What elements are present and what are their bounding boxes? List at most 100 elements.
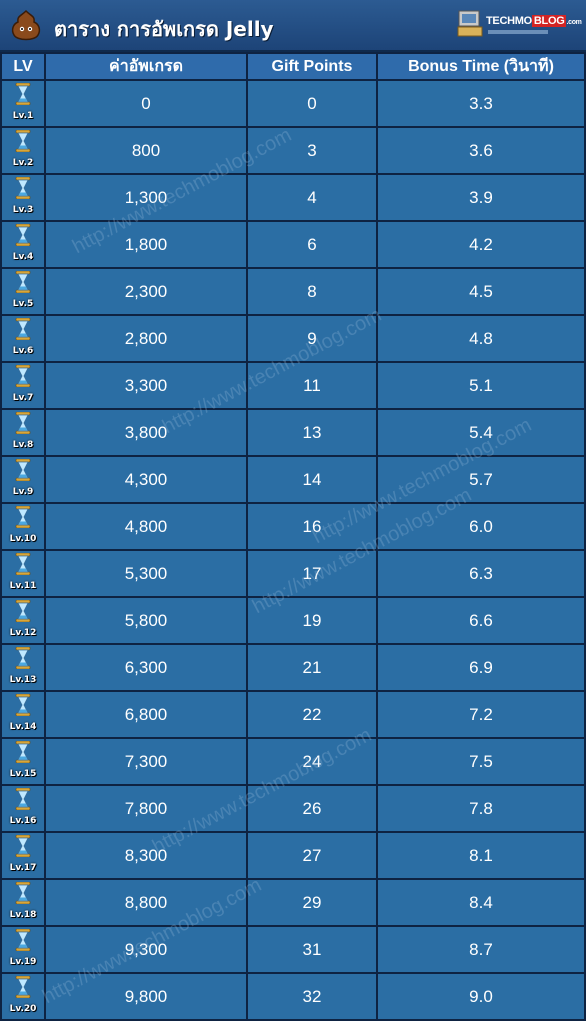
hourglass-icon bbox=[15, 412, 31, 434]
level-label: Lv.7 bbox=[12, 393, 34, 403]
level-label: Lv.16 bbox=[9, 816, 37, 826]
table-row: Lv.14 6,800 22 7.2 bbox=[2, 692, 584, 737]
cell-gift-points: 22 bbox=[248, 692, 376, 737]
cell-level: Lv.2 bbox=[2, 128, 44, 173]
cell-level: Lv.1 bbox=[2, 81, 44, 126]
hourglass-icon bbox=[15, 600, 31, 622]
cell-level: Lv.3 bbox=[2, 175, 44, 220]
cell-level: Lv.13 bbox=[2, 645, 44, 690]
hourglass-icon bbox=[15, 365, 31, 387]
table-row: Lv.17 8,300 27 8.1 bbox=[2, 833, 584, 878]
cell-bonus-time: 8.1 bbox=[378, 833, 584, 878]
hourglass-icon bbox=[15, 882, 31, 904]
cell-bonus-time: 8.4 bbox=[378, 880, 584, 925]
table-row: Lv.10 4,800 16 6.0 bbox=[2, 504, 584, 549]
table-row: Lv.8 3,800 13 5.4 bbox=[2, 410, 584, 455]
cell-bonus-time: 6.0 bbox=[378, 504, 584, 549]
table-row: Lv.7 3,300 11 5.1 bbox=[2, 363, 584, 408]
cell-bonus-time: 6.6 bbox=[378, 598, 584, 643]
table-row: Lv.13 6,300 21 6.9 bbox=[2, 645, 584, 690]
cell-bonus-time: 3.3 bbox=[378, 81, 584, 126]
cell-upgrade-cost: 800 bbox=[46, 128, 246, 173]
cell-upgrade-cost: 1,800 bbox=[46, 222, 246, 267]
cell-upgrade-cost: 5,300 bbox=[46, 551, 246, 596]
header-upgrade-cost: ค่าอัพเกรด bbox=[46, 54, 246, 79]
cell-gift-points: 11 bbox=[248, 363, 376, 408]
level-badge: Lv.6 bbox=[6, 316, 40, 356]
level-label: Lv.17 bbox=[9, 863, 37, 873]
cell-gift-points: 31 bbox=[248, 927, 376, 972]
level-label: Lv.15 bbox=[9, 769, 37, 779]
table-row: Lv.3 1,300 4 3.9 bbox=[2, 175, 584, 220]
cell-gift-points: 29 bbox=[248, 880, 376, 925]
cell-bonus-time: 6.9 bbox=[378, 645, 584, 690]
cell-upgrade-cost: 5,800 bbox=[46, 598, 246, 643]
table-row: Lv.15 7,300 24 7.5 bbox=[2, 739, 584, 784]
computer-logo-icon bbox=[457, 10, 483, 37]
level-badge: Lv.11 bbox=[6, 551, 40, 591]
table-row: Lv.5 2,300 8 4.5 bbox=[2, 269, 584, 314]
cell-gift-points: 6 bbox=[248, 222, 376, 267]
cell-level: Lv.16 bbox=[2, 786, 44, 831]
cell-bonus-time: 5.1 bbox=[378, 363, 584, 408]
cell-upgrade-cost: 4,800 bbox=[46, 504, 246, 549]
table-row: Lv.12 5,800 19 6.6 bbox=[2, 598, 584, 643]
hourglass-icon bbox=[15, 459, 31, 481]
logo-suffix: .com bbox=[566, 19, 582, 26]
hourglass-icon bbox=[15, 177, 31, 199]
cell-bonus-time: 8.7 bbox=[378, 927, 584, 972]
jelly-icon bbox=[11, 9, 41, 41]
level-label: Lv.4 bbox=[12, 252, 34, 262]
table-row: Lv.6 2,800 9 4.8 bbox=[2, 316, 584, 361]
level-badge: Lv.20 bbox=[6, 974, 40, 1014]
hourglass-icon bbox=[15, 553, 31, 575]
cell-upgrade-cost: 2,300 bbox=[46, 269, 246, 314]
logo-tagline-bar bbox=[488, 30, 548, 34]
hourglass-icon bbox=[15, 694, 31, 716]
cell-level: Lv.9 bbox=[2, 457, 44, 502]
cell-gift-points: 27 bbox=[248, 833, 376, 878]
header-lv: LV bbox=[2, 54, 44, 79]
cell-bonus-time: 3.6 bbox=[378, 128, 584, 173]
hourglass-icon bbox=[15, 318, 31, 340]
cell-level: Lv.5 bbox=[2, 269, 44, 314]
cell-upgrade-cost: 7,300 bbox=[46, 739, 246, 784]
level-label: Lv.3 bbox=[12, 205, 34, 215]
cell-upgrade-cost: 7,800 bbox=[46, 786, 246, 831]
cell-level: Lv.6 bbox=[2, 316, 44, 361]
level-badge: Lv.2 bbox=[6, 128, 40, 168]
level-label: Lv.5 bbox=[12, 299, 34, 309]
hourglass-icon bbox=[15, 130, 31, 152]
cell-level: Lv.14 bbox=[2, 692, 44, 737]
table-row: Lv.2 800 3 3.6 bbox=[2, 128, 584, 173]
cell-upgrade-cost: 8,300 bbox=[46, 833, 246, 878]
cell-level: Lv.19 bbox=[2, 927, 44, 972]
level-badge: Lv.7 bbox=[6, 363, 40, 403]
cell-gift-points: 24 bbox=[248, 739, 376, 784]
cell-gift-points: 4 bbox=[248, 175, 376, 220]
hourglass-icon bbox=[15, 788, 31, 810]
cell-upgrade-cost: 4,300 bbox=[46, 457, 246, 502]
table-row: Lv.1 0 0 3.3 bbox=[2, 81, 584, 126]
cell-gift-points: 3 bbox=[248, 128, 376, 173]
cell-gift-points: 9 bbox=[248, 316, 376, 361]
cell-bonus-time: 6.3 bbox=[378, 551, 584, 596]
level-label: Lv.11 bbox=[9, 581, 37, 591]
cell-level: Lv.7 bbox=[2, 363, 44, 408]
level-label: Lv.6 bbox=[12, 346, 34, 356]
header-gift-points: Gift Points bbox=[248, 54, 376, 79]
hourglass-icon bbox=[15, 647, 31, 669]
cell-upgrade-cost: 6,800 bbox=[46, 692, 246, 737]
cell-gift-points: 14 bbox=[248, 457, 376, 502]
level-label: Lv.9 bbox=[12, 487, 34, 497]
level-badge: Lv.5 bbox=[6, 269, 40, 309]
cell-gift-points: 0 bbox=[248, 81, 376, 126]
hourglass-icon bbox=[15, 929, 31, 951]
title-bar: ตาราง การอัพเกรด Jelly TECHMO BLOG .com bbox=[0, 0, 586, 52]
header-bonus-time: Bonus Time (วินาที) bbox=[378, 54, 584, 79]
level-label: Lv.1 bbox=[12, 111, 34, 121]
level-badge: Lv.17 bbox=[6, 833, 40, 873]
cell-gift-points: 26 bbox=[248, 786, 376, 831]
hourglass-icon bbox=[15, 976, 31, 998]
cell-gift-points: 16 bbox=[248, 504, 376, 549]
